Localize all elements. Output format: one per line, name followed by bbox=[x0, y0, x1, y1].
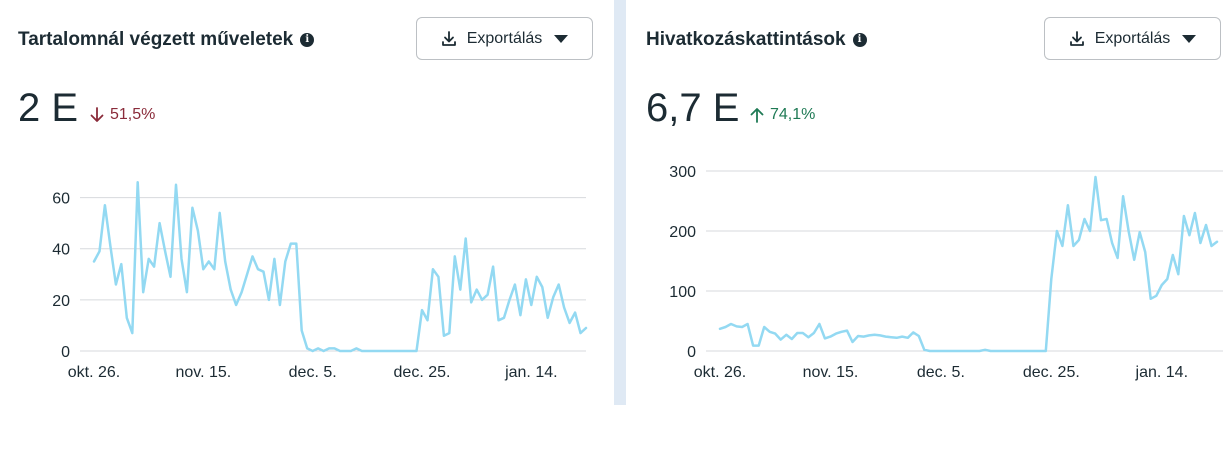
download-icon bbox=[441, 30, 456, 46]
change-indicator: 74,1% bbox=[750, 106, 815, 124]
export-button-label: Exportálás bbox=[1094, 29, 1171, 47]
line-chart: 0 20 40 60 okt. 26. nov. 15. dec. 5. dec. 25. ja… bbox=[52, 180, 588, 381]
y-tick-label: 200 bbox=[669, 224, 696, 241]
y-tick-label: 60 bbox=[52, 191, 70, 208]
download-icon bbox=[1069, 30, 1084, 46]
change-indicator: 51,5% bbox=[90, 106, 155, 124]
panel-divider bbox=[614, 0, 626, 405]
metric-value: 2 E bbox=[18, 86, 79, 130]
y-tick-label: 100 bbox=[669, 284, 696, 301]
x-tick-label: okt. 26. bbox=[68, 364, 120, 381]
x-tick-label: dec. 5. bbox=[289, 364, 337, 381]
x-tick-label: nov. 15. bbox=[175, 364, 231, 381]
x-tick-label: dec. 5. bbox=[917, 364, 965, 381]
arrow-down-icon bbox=[90, 107, 104, 122]
panel-title-text: Tartalomnál végzett műveletek bbox=[18, 29, 294, 50]
arrow-up-icon bbox=[750, 108, 764, 123]
y-tick-label: 20 bbox=[52, 293, 70, 310]
change-percent: 74,1% bbox=[770, 106, 816, 123]
info-icon[interactable]: i bbox=[852, 33, 867, 47]
export-button[interactable]: Exportálás bbox=[416, 17, 593, 60]
x-tick-label: okt. 26. bbox=[694, 364, 746, 381]
panel-title: Tartalomnál végzett műveletek i bbox=[18, 29, 315, 51]
y-tick-label: 40 bbox=[52, 242, 70, 259]
x-tick-label: jan. 14. bbox=[1135, 364, 1188, 381]
change-percent: 51,5% bbox=[110, 106, 156, 123]
export-button[interactable]: Exportálás bbox=[1044, 17, 1221, 60]
info-icon[interactable]: i bbox=[300, 33, 315, 47]
panel-content-actions: Tartalomnál végzett műveletek i Exportál… bbox=[18, 17, 593, 381]
panel-title: Hivatkozáskattintások i bbox=[646, 29, 867, 51]
x-tick-label: jan. 14. bbox=[504, 364, 557, 381]
x-tick-label: nov. 15. bbox=[803, 364, 859, 381]
metric-value: 6,7 E bbox=[646, 86, 740, 130]
caret-down-icon bbox=[1182, 34, 1197, 43]
y-tick-label: 0 bbox=[687, 344, 696, 361]
x-tick-label: dec. 25. bbox=[394, 364, 451, 381]
panel-title-text: Hivatkozáskattintások bbox=[646, 29, 846, 50]
y-tick-label: 300 bbox=[669, 164, 696, 181]
line-chart: 0 100 200 300 okt. 26. nov. 15. dec. 5. dec. 25… bbox=[669, 164, 1223, 381]
series-line bbox=[718, 175, 1219, 353]
y-tick-label: 0 bbox=[61, 344, 70, 361]
x-tick-label: dec. 25. bbox=[1023, 364, 1080, 381]
caret-down-icon bbox=[554, 34, 569, 43]
panel-link-clicks: Hivatkozáskattintások i Exportálás 6,7 E… bbox=[626, 0, 1227, 458]
series-line bbox=[92, 180, 588, 353]
export-button-label: Exportálás bbox=[466, 29, 543, 47]
